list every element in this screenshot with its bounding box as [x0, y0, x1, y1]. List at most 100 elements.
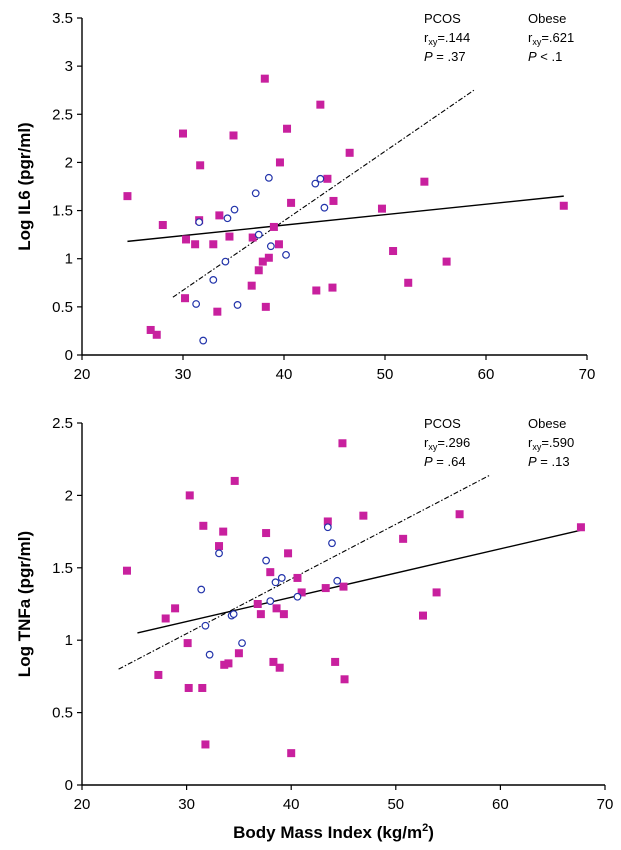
data-point-square [260, 74, 269, 83]
data-point-square [146, 325, 155, 334]
data-point-square [284, 549, 293, 558]
data-point-square [196, 161, 205, 170]
x-axis-title-text: Body Mass Index (kg/m [233, 823, 422, 842]
data-point-square [182, 235, 191, 244]
y-tick-label: 1.5 [52, 560, 73, 577]
annotation-r: rxy=.296 [424, 435, 470, 452]
y-tick-label: 0 [65, 347, 73, 364]
trendline-pcos [172, 89, 475, 298]
data-point-circle [266, 597, 275, 606]
data-point-square [269, 222, 278, 231]
data-point-square [432, 588, 441, 597]
data-point-circle [320, 203, 329, 212]
data-point-square [283, 124, 292, 133]
data-point-circle [277, 574, 286, 582]
y-tick-label: 1.5 [52, 203, 73, 220]
trendline-pcos [118, 474, 491, 670]
data-point-square [215, 542, 224, 551]
data-point-square [293, 573, 302, 582]
data-point-circle [333, 576, 342, 585]
data-point-square [158, 221, 167, 230]
x-tick-label: 50 [377, 366, 394, 383]
data-point-circle [221, 257, 230, 266]
annotation-r: rxy=.144 [424, 30, 470, 47]
data-point-circle [323, 523, 332, 532]
data-point-square [213, 307, 222, 316]
data-point-square [262, 529, 271, 538]
data-point-square [312, 286, 321, 295]
data-point-square [123, 192, 132, 201]
x-tick-label: 30 [175, 366, 192, 383]
annotation-group: PCOS [424, 11, 461, 26]
data-point-square [209, 240, 218, 249]
x-tick-label: 60 [478, 366, 495, 383]
x-tick-label: 30 [178, 796, 195, 813]
data-point-square [321, 584, 330, 593]
data-point-circle [201, 621, 210, 630]
data-point-square [275, 158, 284, 167]
data-point-square [184, 683, 193, 692]
data-point-square [256, 610, 265, 619]
annotation-r: rxy=.590 [528, 435, 574, 452]
tnfa-chart: 0 0.5 1 1.5 2 2.5 20 30 40 50 60 70 Log TNFa (pgr/ml… [15, 415, 613, 842]
data-point-square [328, 283, 337, 292]
y-tick-label: 2 [65, 154, 73, 171]
data-point-square [442, 257, 451, 266]
data-point-square [234, 649, 243, 658]
data-point-square [122, 566, 131, 575]
data-point-circle [199, 336, 208, 345]
data-point-square [253, 600, 262, 608]
data-point-square [399, 534, 408, 543]
data-point-square [199, 521, 208, 530]
y-tick-label: 2.5 [52, 106, 73, 123]
annotation-r: rxy=.621 [528, 30, 574, 47]
data-point-circle [238, 639, 246, 647]
data-point-square [559, 201, 568, 210]
x-tick-label: 40 [283, 796, 300, 813]
data-point-square [377, 204, 386, 213]
il6-chart: 0 0.5 1 1.5 2 2.5 3 3.5 20 30 40 50 60 70 Log IL6 (pgr… [15, 10, 595, 383]
data-point-square [198, 683, 207, 692]
annotation-p: P = .13 [528, 454, 570, 469]
data-point-square [191, 240, 200, 249]
annotation-p: P < .1 [528, 49, 562, 64]
annotation-group: PCOS [424, 416, 461, 431]
data-point-circle [229, 610, 238, 619]
data-point-square [171, 604, 180, 613]
y-tick-label: 2 [65, 487, 73, 504]
data-point-square [229, 131, 238, 140]
data-point-circle [223, 214, 232, 223]
y-tick-label: 3.5 [52, 10, 73, 27]
y-tick-label: 2.5 [52, 415, 73, 432]
x-tick-label: 20 [74, 366, 91, 383]
data-point-square [404, 278, 413, 287]
data-point-square [316, 100, 325, 109]
x-axis-title-sup: 2 [422, 822, 428, 834]
data-point-square [339, 582, 348, 591]
data-point-square [345, 148, 354, 157]
data-point-square [254, 266, 263, 275]
data-point-square [264, 253, 273, 262]
data-point-circle [271, 578, 280, 587]
annotation-group: Obese [528, 416, 566, 431]
x-axis-title-close: ) [428, 823, 434, 842]
data-point-square [275, 663, 284, 672]
y-tick-label: 1 [65, 632, 73, 649]
data-point-square [161, 614, 170, 623]
x-axis-title: Body Mass Index (kg/m2) [233, 822, 434, 842]
data-point-circle [282, 250, 290, 259]
data-point-square [261, 302, 270, 311]
annotation-group: Obese [528, 11, 566, 26]
data-point-square [225, 232, 234, 241]
data-point-square [224, 659, 233, 668]
data-point-square [418, 611, 427, 620]
data-point-square [389, 247, 398, 256]
y-axis-title: Log TNFa (pgr/ml) [15, 531, 34, 677]
data-point-circle [262, 556, 270, 565]
x-tick-label: 50 [387, 796, 404, 813]
y-tick-label: 0.5 [52, 299, 73, 316]
data-point-square [576, 523, 585, 532]
data-point-circle [209, 275, 218, 284]
data-point-square [154, 670, 163, 679]
